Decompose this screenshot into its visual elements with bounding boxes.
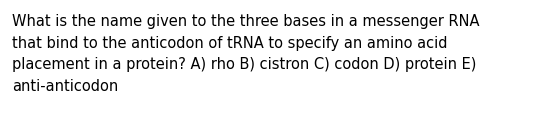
Text: What is the name given to the three bases in a messenger RNA
that bind to the an: What is the name given to the three base…: [12, 14, 479, 94]
